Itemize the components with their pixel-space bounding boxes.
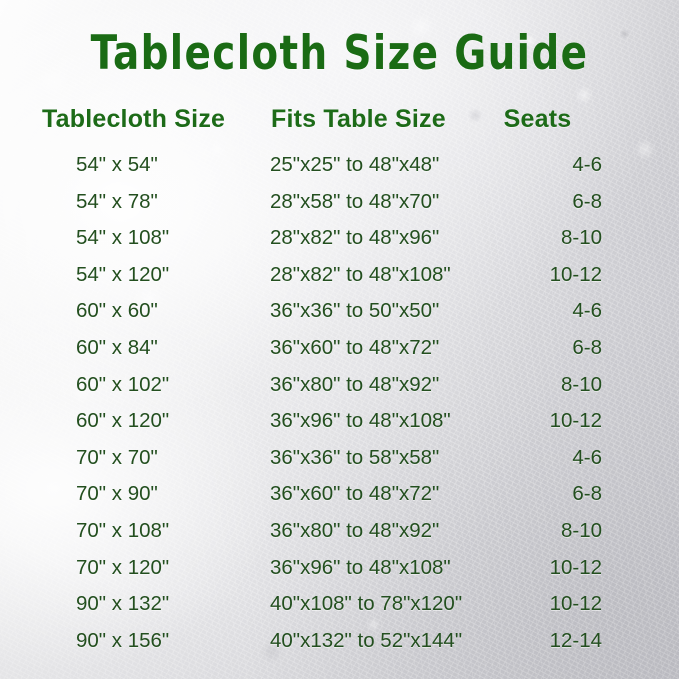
table-row: 54" x 120" 28"x82" to 48"x108" 10-12 (0, 262, 679, 299)
cell-tablecloth-size: 54" x 108" (76, 226, 170, 250)
cell-seats: 8-10 (560, 518, 602, 542)
table-row: 60" x 102" 36"x80" to 48"x92" 8-10 (0, 372, 679, 409)
cell-tablecloth-size: 90" x 132" (76, 592, 170, 616)
cell-seats: 10-12 (549, 555, 602, 579)
cell-fits-table-size: 40"x108" to 78"x120" (270, 592, 463, 616)
cell-fits-table-size: 28"x82" to 48"x108" (270, 262, 451, 286)
size-chart-table: Tablecloth Size Fits Table Size Seats 54… (0, 104, 679, 664)
cell-seats: 8-10 (560, 372, 602, 396)
column-header-seats: Seats (503, 105, 572, 133)
column-header-tablecloth-size: Tablecloth Size (42, 105, 226, 133)
cell-seats: 4-6 (572, 299, 602, 323)
cell-fits-table-size: 28"x58" to 48"x70" (270, 189, 440, 213)
cell-seats: 12-14 (549, 628, 602, 652)
cell-fits-table-size: 36"x36" to 58"x58" (270, 445, 440, 469)
table-row: 54" x 108" 28"x82" to 48"x96" 8-10 (0, 225, 679, 262)
table-row: 54" x 54" 25"x25" to 48"x48" 4-6 (0, 152, 679, 189)
cell-tablecloth-size: 60" x 84" (76, 335, 158, 359)
cell-tablecloth-size: 90" x 156" (76, 628, 170, 652)
table-row: 70" x 120" 36"x96" to 48"x108" 10-12 (0, 555, 679, 592)
table-row: 60" x 120" 36"x96" to 48"x108" 10-12 (0, 408, 679, 445)
cell-tablecloth-size: 60" x 60" (76, 299, 158, 323)
cell-tablecloth-size: 70" x 108" (76, 518, 170, 542)
table-row: 70" x 108" 36"x80" to 48"x92" 8-10 (0, 518, 679, 555)
cell-fits-table-size: 40"x132" to 52"x144" (270, 628, 463, 652)
cell-fits-table-size: 28"x82" to 48"x96" (270, 226, 440, 250)
cell-seats: 8-10 (560, 226, 602, 250)
cell-seats: 6-8 (572, 482, 602, 506)
cell-fits-table-size: 36"x80" to 48"x92" (270, 372, 440, 396)
cell-fits-table-size: 36"x60" to 48"x72" (270, 335, 440, 359)
table-body: 54" x 54" 25"x25" to 48"x48" 4-6 54" x 78" 2… (0, 152, 679, 664)
cell-tablecloth-size: 70" x 90" (76, 482, 158, 506)
table-row: 70" x 70" 36"x36" to 58"x58" 4-6 (0, 445, 679, 482)
table-header-row: Tablecloth Size Fits Table Size Seats (0, 104, 679, 152)
table-row: 60" x 84" 36"x60" to 48"x72" 6-8 (0, 335, 679, 372)
cell-tablecloth-size: 54" x 78" (76, 189, 158, 213)
cell-fits-table-size: 36"x36" to 50"x50" (270, 299, 440, 323)
cell-seats: 10-12 (549, 262, 602, 286)
cell-tablecloth-size: 54" x 54" (76, 153, 158, 176)
cell-seats: 6-8 (572, 335, 602, 359)
cell-fits-table-size: 36"x80" to 48"x92" (270, 518, 440, 542)
cell-seats: 10-12 (549, 592, 602, 616)
cell-tablecloth-size: 60" x 102" (76, 372, 170, 396)
column-header-fits-table-size: Fits Table Size (271, 105, 446, 133)
page-title: Tablecloth Size Guide (90, 26, 589, 81)
cell-fits-table-size: 36"x96" to 48"x108" (270, 409, 451, 433)
cell-seats: 6-8 (572, 189, 602, 213)
cell-seats: 4-6 (572, 153, 602, 176)
cell-tablecloth-size: 70" x 70" (76, 445, 158, 469)
cell-tablecloth-size: 60" x 120" (76, 409, 170, 433)
table-row: 54" x 78" 28"x58" to 48"x70" 6-8 (0, 189, 679, 226)
cell-fits-table-size: 25"x25" to 48"x48" (270, 153, 440, 176)
cell-seats: 10-12 (549, 409, 602, 433)
table-row: 90" x 132" 40"x108" to 78"x120" 10-12 (0, 591, 679, 628)
cell-seats: 4-6 (572, 445, 602, 469)
cell-fits-table-size: 36"x96" to 48"x108" (270, 555, 451, 579)
cell-tablecloth-size: 54" x 120" (76, 262, 170, 286)
cell-fits-table-size: 36"x60" to 48"x72" (270, 482, 440, 506)
cell-tablecloth-size: 70" x 120" (76, 555, 170, 579)
table-row: 60" x 60" 36"x36" to 50"x50" 4-6 (0, 298, 679, 335)
table-row: 90" x 156" 40"x132" to 52"x144" 12-14 (0, 628, 679, 665)
table-row: 70" x 90" 36"x60" to 48"x72" 6-8 (0, 481, 679, 518)
